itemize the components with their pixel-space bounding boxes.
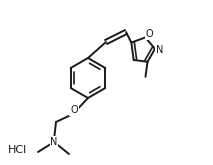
Text: O: O (145, 29, 153, 39)
Text: N: N (156, 45, 164, 55)
Text: HCl: HCl (8, 145, 28, 155)
Text: N: N (50, 137, 58, 147)
Text: O: O (70, 105, 78, 115)
